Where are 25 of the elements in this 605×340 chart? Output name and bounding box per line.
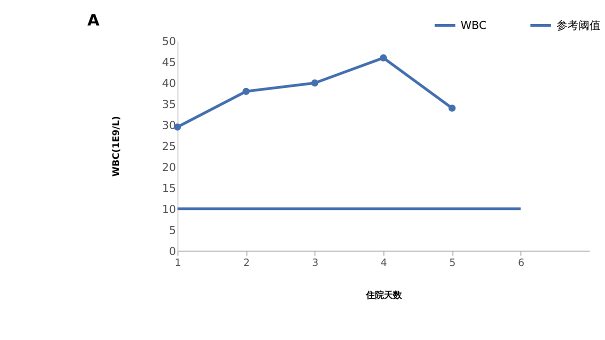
y-tick-label: 0 (169, 244, 176, 258)
y-tick-label: 10 (162, 202, 176, 216)
legend-label: 参考阈值 (556, 19, 600, 32)
y-tick-label: 25 (162, 140, 176, 154)
x-tick-label: 5 (449, 258, 456, 269)
point (311, 79, 318, 87)
legend-label: WBC (460, 19, 487, 32)
y-tick-label: 45 (162, 56, 176, 70)
point (380, 54, 387, 62)
y-tick-label: 20 (162, 160, 176, 174)
text: A (87, 10, 100, 30)
y-tick-label: 35 (162, 98, 176, 112)
point (242, 88, 250, 95)
y-tick-label: 15 (162, 182, 176, 195)
x-tick-label: 4 (380, 258, 388, 269)
x-tick-label: 2 (243, 258, 250, 269)
x-axis-title: 住院天数 (364, 290, 403, 302)
x-tick-label: 3 (312, 258, 318, 269)
y-axis-title: WBC(1E9/L) (110, 116, 122, 177)
x-tick-label: 6 (518, 258, 524, 269)
x-tick-label: 1 (174, 258, 182, 269)
y-tick-label: 40 (162, 77, 176, 90)
y-tick-label: 5 (169, 224, 176, 237)
y-tick-label: 50 (162, 35, 176, 48)
point (448, 104, 456, 112)
